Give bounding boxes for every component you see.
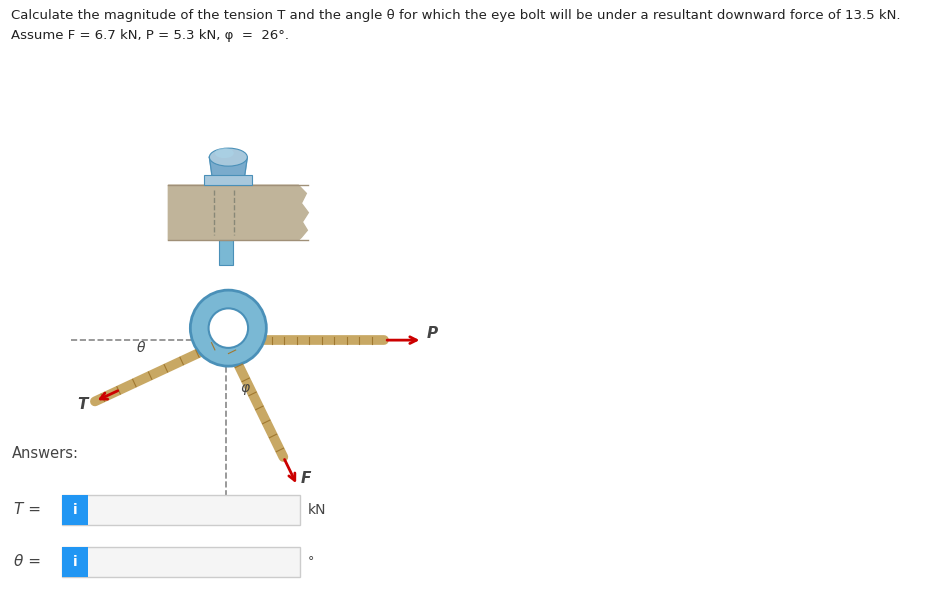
Bar <box>62 495 88 525</box>
Circle shape <box>208 308 248 348</box>
Bar <box>62 547 300 577</box>
Polygon shape <box>209 157 247 185</box>
Text: Answers:: Answers: <box>12 446 79 461</box>
Circle shape <box>190 290 266 366</box>
Polygon shape <box>168 185 308 240</box>
Text: θ: θ <box>136 341 145 355</box>
Text: P: P <box>426 326 437 341</box>
Bar <box>62 495 300 525</box>
Text: φ: φ <box>241 381 249 395</box>
Bar <box>62 547 88 577</box>
Text: θ =: θ = <box>14 553 41 568</box>
Text: F: F <box>301 471 312 486</box>
Text: i: i <box>72 555 77 569</box>
Text: °: ° <box>308 556 315 568</box>
Ellipse shape <box>215 148 234 158</box>
Text: i: i <box>72 503 77 517</box>
Text: Assume F = 6.7 kN, P = 5.3 kN, φ  =  26°.: Assume F = 6.7 kN, P = 5.3 kN, φ = 26°. <box>11 29 289 42</box>
Text: T =: T = <box>14 501 41 517</box>
Bar <box>220 240 233 265</box>
Text: kN: kN <box>308 503 326 517</box>
Text: T: T <box>77 397 87 412</box>
Text: Calculate the magnitude of the tension T and the angle θ for which the eye bolt : Calculate the magnitude of the tension T… <box>11 9 901 22</box>
Bar <box>204 175 252 185</box>
Ellipse shape <box>209 148 247 166</box>
